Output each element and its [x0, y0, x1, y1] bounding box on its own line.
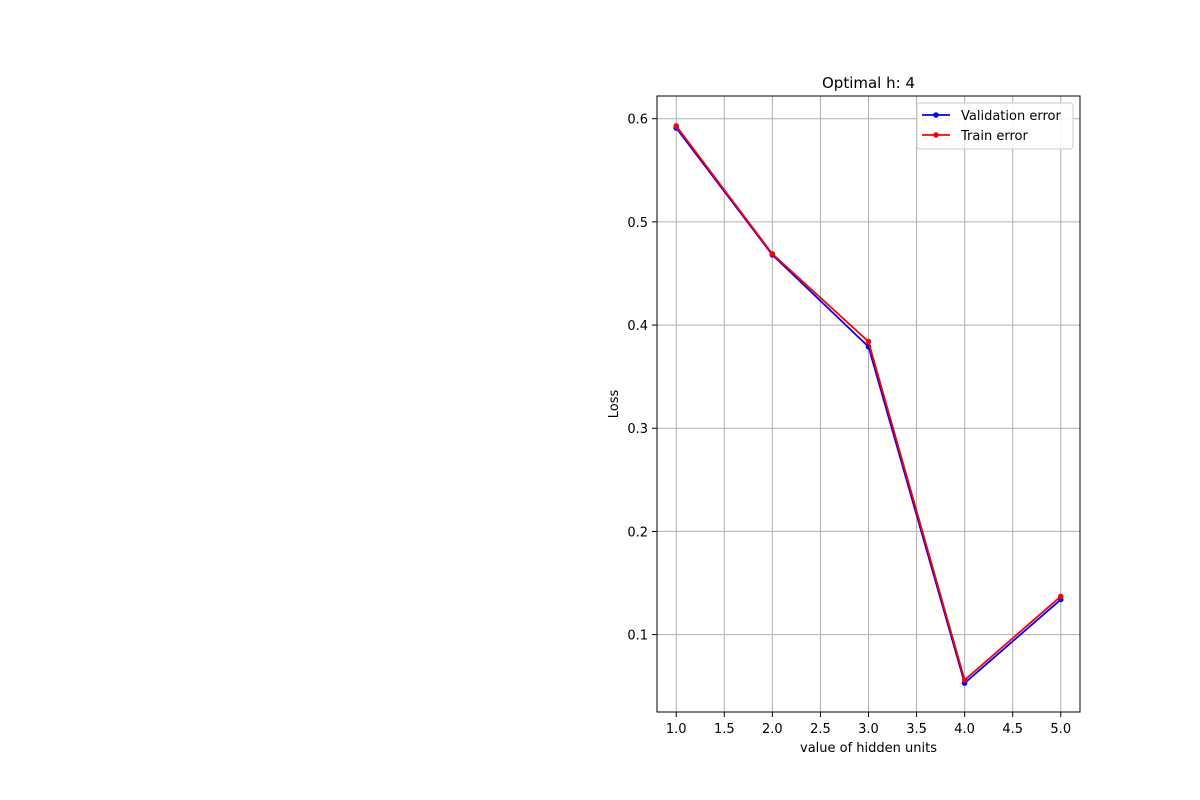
- y-tick-label: 0.3: [627, 422, 648, 437]
- legend-label: Validation error: [961, 109, 1061, 124]
- x-tick-label: 2.0: [762, 722, 783, 737]
- x-tick-label: 2.5: [810, 722, 831, 737]
- y-axis-label: Loss: [607, 390, 622, 419]
- y-tick-label: 0.5: [627, 216, 648, 231]
- y-tick-label: 0.2: [627, 525, 648, 540]
- grid: [657, 96, 1080, 712]
- data-point: [961, 677, 968, 683]
- y-tick-label: 0.6: [627, 113, 648, 128]
- chart-title: Optimal h: 4: [822, 74, 915, 92]
- series-group: [673, 123, 1064, 686]
- x-tick-label: 3.0: [858, 722, 879, 737]
- x-tick-label: 4.0: [954, 722, 975, 737]
- x-tick-label: 4.5: [1002, 722, 1023, 737]
- data-point: [769, 251, 776, 257]
- legend-marker: [933, 112, 939, 118]
- legend-item: Train error: [922, 129, 1028, 144]
- x-axis-label: value of hidden units: [800, 741, 937, 756]
- x-tick-label: 1.5: [714, 722, 735, 737]
- x-tick-label: 3.5: [906, 722, 927, 737]
- data-point: [865, 338, 872, 345]
- x-tick-label: 1.0: [666, 722, 687, 737]
- y-tick-label: 0.1: [627, 629, 648, 644]
- legend-box: [916, 102, 1074, 150]
- x-tick-label: 5.0: [1050, 722, 1071, 737]
- series-1: [673, 123, 1064, 683]
- data-point: [673, 123, 680, 129]
- legend-label: Train error: [960, 129, 1028, 144]
- y-tick-label: 0.4: [627, 319, 648, 334]
- legend-item: Validation error: [922, 109, 1061, 124]
- legend-marker: [933, 132, 939, 138]
- x-axis: 1.0 1.5 2.0 2.5 3.0 3.5 4.0 4.5 5.0: [666, 712, 1071, 737]
- data-point: [1057, 593, 1064, 600]
- legend: Validation error Train error: [916, 102, 1074, 150]
- y-axis: 0.1 0.2 0.3 0.4 0.5 0.6: [627, 113, 657, 644]
